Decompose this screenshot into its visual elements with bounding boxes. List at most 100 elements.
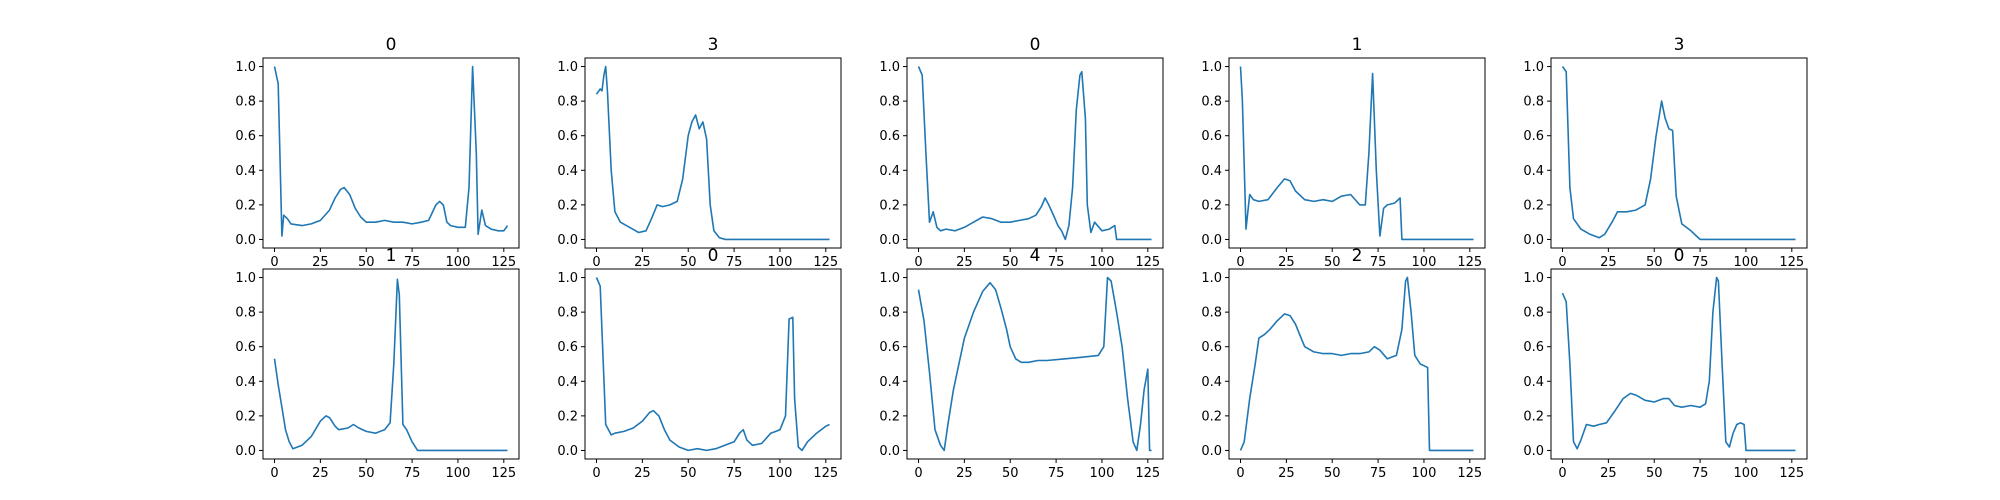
subplot-title: 1 bbox=[386, 246, 397, 266]
axes-frame bbox=[1550, 57, 1808, 249]
y-tick-label: 1.0 bbox=[557, 271, 578, 286]
x-tick-label: 50 bbox=[1646, 255, 1663, 270]
y-tick-label: 0.0 bbox=[235, 233, 256, 248]
y-tick-label: 0.2 bbox=[1201, 409, 1222, 424]
y-tick-label: 0.2 bbox=[1523, 409, 1544, 424]
x-tick-label: 25 bbox=[956, 466, 973, 481]
x-tick-label: 100 bbox=[1734, 255, 1759, 270]
x-tick-label: 75 bbox=[1370, 466, 1387, 481]
y-tick-label: 1.0 bbox=[557, 60, 578, 75]
x-tick-label: 50 bbox=[1324, 466, 1341, 481]
y-tick-label: 0.0 bbox=[879, 444, 900, 459]
x-tick-label: 75 bbox=[404, 255, 421, 270]
x-tick-label: 125 bbox=[1135, 466, 1160, 481]
subplot-title: 1 bbox=[1352, 35, 1363, 55]
x-tick-label: 0 bbox=[270, 466, 278, 481]
y-tick-label: 0.2 bbox=[1523, 198, 1544, 213]
x-tick-label: 0 bbox=[270, 255, 278, 270]
x-tick-label: 25 bbox=[1278, 255, 1295, 270]
x-tick-label: 100 bbox=[446, 255, 471, 270]
y-tick-label: 0.0 bbox=[1523, 444, 1544, 459]
x-tick-label: 125 bbox=[491, 255, 516, 270]
subplot-2: 0 0.0 0.2 0.4 0.6 0.8 1.0 0 25 50 75 100 125 bbox=[879, 35, 1164, 270]
signal-line bbox=[1239, 276, 1474, 452]
axes-frame bbox=[1228, 268, 1486, 460]
x-tick-label: 50 bbox=[358, 466, 375, 481]
axes-frame bbox=[1550, 268, 1808, 460]
y-tick-label: 0.6 bbox=[1201, 129, 1222, 144]
x-tick-label: 75 bbox=[726, 255, 743, 270]
x-tick-label: 25 bbox=[1600, 255, 1617, 270]
x-tick-label: 100 bbox=[1090, 255, 1115, 270]
axes-frame bbox=[906, 268, 1164, 460]
x-tick-label: 75 bbox=[1370, 255, 1387, 270]
signal-line bbox=[917, 66, 1152, 241]
y-tick-label: 0.4 bbox=[1201, 375, 1222, 390]
y-tick-label: 0.4 bbox=[1523, 164, 1544, 179]
subplot-0: 0 0.0 0.2 0.4 0.6 0.8 1.0 0 25 50 75 100 125 bbox=[235, 35, 520, 270]
x-tick-label: 50 bbox=[680, 466, 697, 481]
x-tick-label: 0 bbox=[1558, 466, 1566, 481]
subplot-8: 2 0.0 0.2 0.4 0.6 0.8 1.0 0 25 50 75 100 125 bbox=[1201, 246, 1486, 481]
signal-line bbox=[595, 277, 830, 452]
y-tick-label: 0.6 bbox=[1201, 340, 1222, 355]
y-tick-label: 0.4 bbox=[557, 375, 578, 390]
y-tick-label: 0.8 bbox=[1201, 95, 1222, 110]
y-tick-label: 0.4 bbox=[879, 375, 900, 390]
y-tick-label: 1.0 bbox=[879, 60, 900, 75]
x-tick-label: 0 bbox=[1236, 255, 1244, 270]
x-tick-label: 25 bbox=[1278, 466, 1295, 481]
subplot-title: 4 bbox=[1030, 246, 1041, 266]
subplot-9: 0 0.0 0.2 0.4 0.6 0.8 1.0 0 25 50 75 100 125 bbox=[1523, 246, 1808, 481]
x-tick-label: 100 bbox=[1090, 466, 1115, 481]
x-tick-label: 50 bbox=[1002, 255, 1019, 270]
y-tick-label: 0.6 bbox=[557, 129, 578, 144]
y-tick-label: 0.4 bbox=[235, 375, 256, 390]
y-tick-label: 0.4 bbox=[557, 164, 578, 179]
signal-line bbox=[1239, 66, 1474, 241]
y-tick-label: 0.4 bbox=[1523, 375, 1544, 390]
y-tick-label: 0.8 bbox=[1523, 95, 1544, 110]
x-tick-label: 50 bbox=[1002, 466, 1019, 481]
subplot-title: 3 bbox=[1674, 35, 1685, 55]
x-tick-label: 125 bbox=[1135, 255, 1160, 270]
signal-line bbox=[1561, 276, 1796, 452]
y-tick-label: 1.0 bbox=[235, 271, 256, 286]
y-tick-label: 0.8 bbox=[879, 306, 900, 321]
x-tick-label: 25 bbox=[1600, 466, 1617, 481]
y-tick-label: 0.0 bbox=[1201, 233, 1222, 248]
y-tick-label: 0.6 bbox=[235, 340, 256, 355]
y-tick-label: 0.2 bbox=[235, 409, 256, 424]
y-tick-label: 0.6 bbox=[879, 340, 900, 355]
y-tick-label: 0.8 bbox=[235, 306, 256, 321]
x-tick-label: 50 bbox=[1646, 466, 1663, 481]
x-tick-label: 100 bbox=[1734, 466, 1759, 481]
axes-frame bbox=[262, 268, 520, 460]
x-tick-label: 100 bbox=[1412, 255, 1437, 270]
x-tick-label: 0 bbox=[1558, 255, 1566, 270]
y-tick-label: 0.6 bbox=[879, 129, 900, 144]
subplot-title: 2 bbox=[1352, 246, 1363, 266]
axes-frame bbox=[906, 57, 1164, 249]
x-tick-label: 75 bbox=[404, 466, 421, 481]
y-tick-label: 0.0 bbox=[557, 444, 578, 459]
subplot-title: 0 bbox=[708, 246, 719, 266]
x-tick-label: 75 bbox=[726, 466, 743, 481]
y-tick-label: 0.6 bbox=[557, 340, 578, 355]
y-tick-label: 0.0 bbox=[557, 233, 578, 248]
y-tick-label: 0.2 bbox=[879, 409, 900, 424]
y-tick-label: 0.6 bbox=[235, 129, 256, 144]
x-tick-label: 25 bbox=[312, 466, 329, 481]
subplot-title: 3 bbox=[708, 35, 719, 55]
x-tick-label: 0 bbox=[914, 255, 922, 270]
y-tick-label: 0.2 bbox=[557, 198, 578, 213]
x-tick-label: 50 bbox=[1324, 255, 1341, 270]
signal-line bbox=[273, 278, 508, 452]
x-tick-label: 25 bbox=[634, 466, 651, 481]
signal-line bbox=[917, 276, 1152, 452]
axes-frame bbox=[262, 57, 520, 249]
y-tick-label: 1.0 bbox=[1523, 60, 1544, 75]
subplot-4: 3 0.0 0.2 0.4 0.6 0.8 1.0 0 25 50 75 100 125 bbox=[1523, 35, 1808, 270]
subplot-1: 3 0.0 0.2 0.4 0.6 0.8 1.0 0 25 50 75 100 125 bbox=[557, 35, 842, 270]
